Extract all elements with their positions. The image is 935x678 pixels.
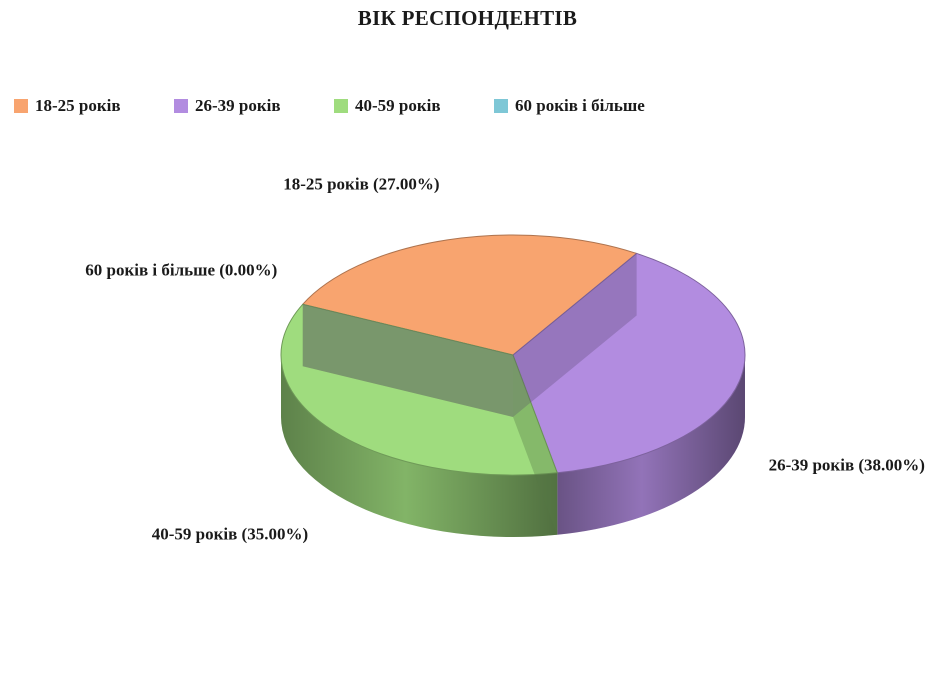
- chart-title: ВІК РЕСПОНДЕНТІВ: [357, 6, 578, 30]
- data-label-3: 60 років і більше (0.00%): [85, 260, 277, 279]
- legend-label-40-59: 40-59 років: [355, 96, 441, 115]
- legend-swatch-26-39: [174, 99, 188, 113]
- legend-label-60-plus: 60 років і більше: [515, 96, 645, 115]
- pie-tops: [280, 234, 746, 535]
- legend-item-18-25: 18-25 років: [14, 96, 174, 116]
- legend-item-60-plus: 60 років і більше: [494, 96, 674, 116]
- pie-labels: 18-25 років (27.00%) 26-39 років (38.00%)…: [85, 175, 925, 544]
- pie-wall-shade-2-0: [281, 355, 558, 538]
- pie-cut-edge-1: [513, 253, 637, 417]
- pie-cut-edge-0: [302, 304, 513, 417]
- legend-item-40-59: 40-59 років: [334, 96, 494, 116]
- pie-sides: [281, 355, 745, 538]
- legend-swatch-40-59: [334, 99, 348, 113]
- data-label-1: 26-39 років (38.00%): [769, 455, 925, 474]
- pie-slice-1: [512, 252, 746, 474]
- legend-swatch-60-plus: [494, 99, 508, 113]
- chart-legend: 18-25 років 26-39 років 40-59 років 60 р…: [14, 96, 674, 116]
- data-label-0: 18-25 років (27.00%): [283, 175, 439, 194]
- pie-wall-shade-1-0: [557, 355, 745, 535]
- legend-item-26-39: 26-39 років: [174, 96, 334, 116]
- pie-slice-2: [280, 303, 558, 476]
- data-label-2: 40-59 років (35.00%): [152, 525, 308, 544]
- legend-label-18-25: 18-25 років: [35, 96, 121, 115]
- pie-cut-edge-3: [302, 304, 513, 417]
- pie-slice-0: [301, 234, 638, 356]
- legend-label-26-39: 26-39 років: [195, 96, 281, 115]
- pie-cut-edge-2: [513, 355, 558, 535]
- legend-swatch-18-25: [14, 99, 28, 113]
